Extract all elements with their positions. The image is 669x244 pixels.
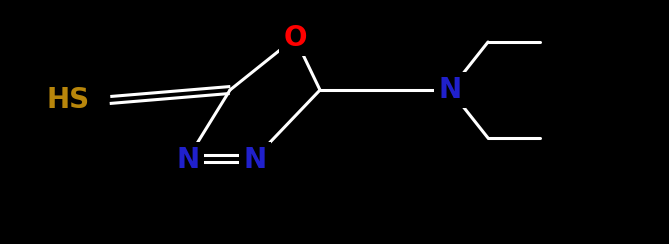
Text: N: N <box>438 76 462 104</box>
Text: N: N <box>244 146 266 174</box>
Text: HS: HS <box>46 86 90 114</box>
Text: O: O <box>283 24 307 52</box>
Text: N: N <box>177 146 199 174</box>
